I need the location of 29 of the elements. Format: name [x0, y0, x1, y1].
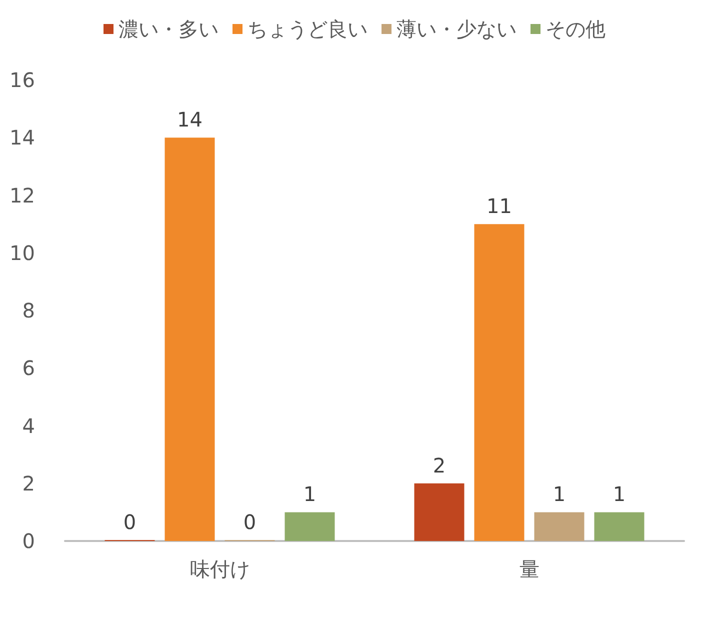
y-tick-label: 16 [10, 68, 35, 92]
y-tick-label: 6 [22, 356, 35, 380]
data-label: 1 [303, 482, 316, 506]
x-tick-label: 味付け [190, 557, 250, 581]
data-label: 2 [432, 453, 446, 478]
bar [594, 512, 644, 541]
y-tick-label: 4 [22, 414, 35, 438]
y-tick-label: 2 [22, 471, 35, 496]
legend-label: 薄い・少ない [396, 17, 516, 41]
y-tick-label: 8 [22, 298, 35, 322]
x-tick-label: 量 [519, 557, 540, 581]
data-label: 0 [243, 510, 256, 534]
y-tick-label: 14 [10, 126, 35, 150]
bar [284, 512, 335, 541]
data-label: 1 [552, 482, 566, 506]
bar [414, 483, 464, 541]
bar [534, 512, 584, 541]
legend-label: 濃い・多い [118, 17, 218, 41]
legend-label: ちょうど良い [248, 17, 368, 41]
data-label: 1 [612, 482, 626, 506]
bar [474, 224, 524, 541]
y-tick-label: 10 [10, 240, 35, 265]
y-tick-label: 12 [10, 183, 35, 208]
data-label: 11 [486, 194, 512, 218]
y-tick-label: 0 [22, 529, 35, 553]
bar [164, 138, 215, 541]
data-label: 0 [123, 510, 136, 534]
legend-label: その他 [546, 17, 606, 41]
data-label: 14 [177, 108, 202, 132]
